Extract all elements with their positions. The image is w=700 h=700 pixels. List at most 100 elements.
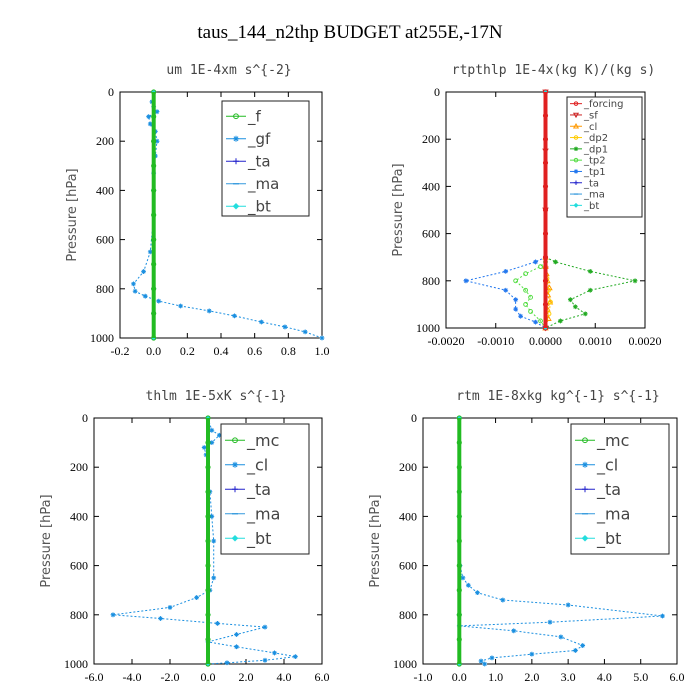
y-tick-label: 1000 [393, 657, 417, 671]
x-tick-label: 0.2 [180, 344, 195, 358]
data-point [158, 616, 163, 621]
data-point [542, 113, 549, 119]
data-point [511, 628, 517, 634]
data-point [500, 597, 506, 603]
data-point [147, 249, 153, 255]
x-tick-label: -0.2 [111, 344, 130, 358]
data-point [528, 294, 533, 300]
legend-label: _bt [596, 529, 621, 549]
data-point [201, 445, 207, 450]
data-point [547, 619, 553, 625]
legend-label: _cl [583, 122, 597, 133]
data-point [178, 303, 183, 309]
legend: _forcing_sf_cl_dp2_dp1_tp2_tp1_ta_ma_bt [566, 96, 643, 218]
data-point [542, 136, 549, 142]
data-point [475, 590, 480, 596]
data-point [205, 563, 211, 569]
data-point [151, 163, 157, 169]
data-point [151, 138, 157, 144]
x-tick-label: 0.4 [214, 344, 229, 358]
legend-label: _dp1 [583, 144, 608, 155]
data-point [211, 538, 217, 544]
data-point [234, 644, 239, 650]
y-tick-label: 0 [108, 85, 114, 99]
legend-label: _tp1 [583, 167, 606, 178]
legend-label: _cl [246, 455, 268, 475]
y-tick-label: 0 [411, 411, 417, 425]
data-point [167, 605, 173, 610]
data-point [542, 254, 549, 260]
x-tick-label: 0.0 [146, 344, 161, 358]
legend-marker [573, 135, 579, 140]
x-tick-label: 4.0 [277, 670, 292, 684]
data-point [146, 114, 152, 119]
data-point [211, 575, 217, 581]
data-point [205, 415, 211, 421]
data-point [632, 278, 638, 284]
legend-label: _f [247, 108, 262, 127]
data-point [293, 654, 298, 660]
legend-label: _gf [247, 130, 271, 149]
y-axis-label: Pressure [hPa] [65, 168, 80, 261]
data-point [660, 613, 665, 619]
panel-2: rtpthlp 1E-4x(kg K)/(kg s) Pressure [hPa]… [391, 63, 662, 348]
x-tick-label: 0.6 [247, 344, 262, 358]
legend-label: _ta [246, 480, 271, 500]
y-tick-label: 400 [70, 509, 88, 523]
data-point [456, 464, 462, 470]
legend-marker [232, 437, 238, 444]
y-tick-label: 200 [96, 134, 114, 148]
x-tick-label: 3.0 [561, 670, 576, 684]
data-point [456, 661, 462, 667]
data-point [209, 514, 215, 519]
data-point [232, 313, 237, 319]
data-point [151, 187, 157, 193]
data-point [503, 268, 509, 274]
data-point [582, 311, 588, 317]
data-point [259, 319, 264, 325]
legend-label: _mc [246, 431, 279, 451]
y-tick-label: 200 [70, 460, 88, 474]
data-point [542, 231, 549, 237]
legend-marker [573, 180, 579, 185]
x-tick-label: 6.0 [670, 670, 685, 684]
y-tick-label: 800 [70, 608, 88, 622]
legend-label: _ta [583, 178, 599, 189]
data-point [489, 655, 495, 661]
data-point [513, 306, 519, 312]
data-point [587, 287, 593, 293]
data-point [542, 160, 549, 166]
data-point [272, 650, 277, 656]
legend-marker [582, 486, 588, 493]
data-point [542, 301, 549, 307]
data-point [131, 281, 136, 287]
legend: _mc _cl _ta _ma _bt [220, 423, 310, 555]
x-tick-label: 0.0 [201, 670, 216, 684]
data-point [513, 278, 519, 284]
data-point [528, 309, 533, 314]
data-point [538, 264, 543, 270]
data-point [456, 513, 462, 519]
data-point [456, 538, 462, 544]
y-tick-label: 0 [82, 411, 88, 425]
x-tick-label: 5.0 [633, 670, 648, 684]
data-point [513, 297, 519, 303]
data-point [456, 563, 462, 569]
y-tick-label: 0 [434, 85, 440, 99]
series-mc [205, 415, 211, 667]
y-tick-label: 1000 [64, 657, 88, 671]
data-point [580, 643, 586, 648]
data-point [548, 299, 553, 305]
data-point [542, 325, 549, 331]
panel-1: um 1E-4xm s^{-2} Pressure [hPa] 0 200 400 600… [65, 63, 330, 358]
legend: _mc _cl _ta _ma _bt [570, 423, 670, 555]
data-point [558, 634, 564, 640]
data-point [205, 661, 211, 667]
data-point [205, 612, 211, 618]
legend-marker [572, 112, 580, 119]
legend-marker [233, 135, 239, 142]
legend: _f _gf _ta _ma _bt [221, 100, 310, 217]
y-axis-label: Pressure [hPa] [39, 494, 54, 587]
panel-title: rtpthlp 1E-4x(kg K)/(kg s) [452, 63, 656, 78]
